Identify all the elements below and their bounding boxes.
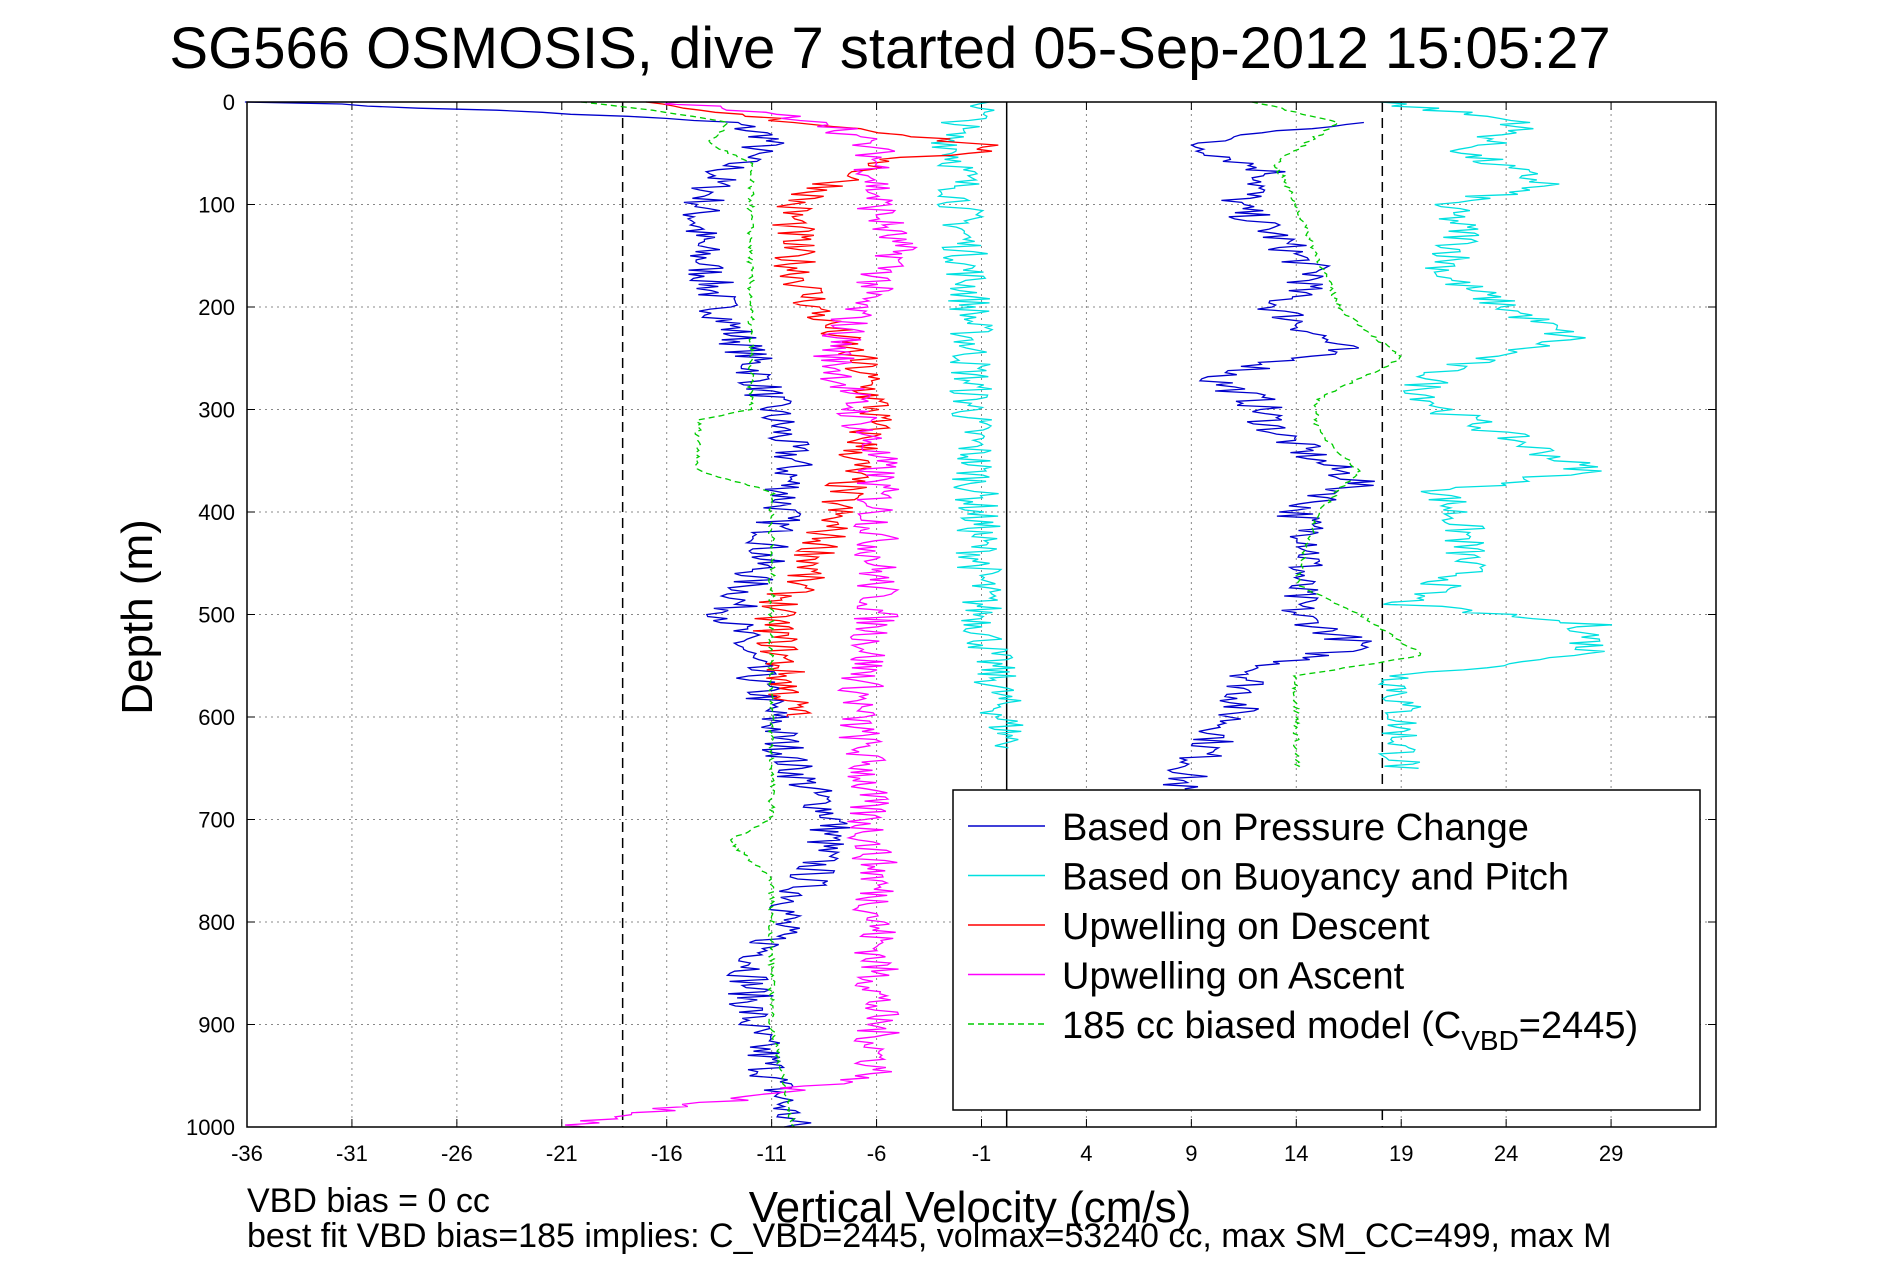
legend-label-subscript: VBD <box>1461 1025 1519 1056</box>
x-axis-label: Vertical Velocity (cm/s) <box>749 1183 1192 1232</box>
plot-frame <box>246 101 1717 1128</box>
x-tick-label: 29 <box>1599 1141 1623 1166</box>
x-tick-label: -21 <box>546 1141 578 1166</box>
y-tick-label: 500 <box>198 603 235 628</box>
y-axis-label: Depth (m) <box>113 519 162 715</box>
legend-label-5: Upwelling on Ascent <box>1062 956 1405 998</box>
legend-label-text: Upwelling on Descent <box>1062 906 1430 948</box>
x-tick-label: -1 <box>972 1141 992 1166</box>
y-tick-label: 300 <box>198 398 235 423</box>
series-line-3 <box>1377 101 1613 769</box>
y-tick-label: 700 <box>198 808 235 833</box>
y-tick-label: 600 <box>198 705 235 730</box>
y-tick-labels: 0 100 200 300 400 500 600 700 800 900 1000 <box>186 90 235 1140</box>
legend-label-4: Upwelling on Descent <box>1062 906 1430 948</box>
x-tick-label: -6 <box>867 1141 887 1166</box>
y-tick-label: 800 <box>198 910 235 935</box>
legend-label-2: Based on Buoyancy and Pitch <box>1062 857 1569 899</box>
x-tick-label: 19 <box>1389 1141 1413 1166</box>
x-tick-labels: -36 -31 -26 -21 -16 -11 -6 -1 4 9 14 19 24 29 <box>231 1141 1623 1166</box>
legend-label-suffix: =2445) <box>1519 1005 1638 1047</box>
x-tick-label: -11 <box>757 1141 787 1166</box>
x-tick-label: 4 <box>1080 1141 1092 1166</box>
legend-label-text: Based on Pressure Change <box>1062 807 1529 849</box>
x-tick-label: -31 <box>336 1141 368 1166</box>
series-line-5 <box>564 101 919 1128</box>
x-tick-label: 24 <box>1494 1141 1518 1166</box>
x-tick-label: 9 <box>1185 1141 1197 1166</box>
x-tick-label: -16 <box>651 1141 683 1166</box>
y-tick-label: 400 <box>198 500 235 525</box>
x-tick-label: -26 <box>441 1141 473 1166</box>
series-lines <box>244 101 1613 1128</box>
chart-title: SG566 OSMOSIS, dive 7 started 05-Sep-201… <box>169 16 1610 81</box>
series-line-1 <box>1155 121 1375 800</box>
legend-box <box>952 789 1701 1111</box>
y-tick-label: 100 <box>198 193 235 218</box>
series-line-4 <box>645 101 999 718</box>
series-line-6 <box>580 101 796 1128</box>
legend-label-text: Upwelling on Ascent <box>1062 956 1405 998</box>
series-line-0 <box>244 101 851 1128</box>
x-tick-label: 14 <box>1284 1141 1308 1166</box>
legend-label-text: Based on Buoyancy and Pitch <box>1062 857 1569 899</box>
legend: Based on Pressure Change Based on Buoyanc… <box>952 789 1701 1111</box>
footer-bias-text: VBD bias = 0 cc <box>247 1182 490 1220</box>
legend-label-0: Based on Pressure Change <box>1062 807 1529 849</box>
y-tick-label: 1000 <box>186 1115 235 1140</box>
y-tick-label: 200 <box>198 295 235 320</box>
footer-fit-text: best fit VBD bias=185 implies: C_VBD=244… <box>247 1217 1611 1255</box>
y-tick-label: 0 <box>223 90 235 115</box>
legend-label-6: 185 cc biased model (CVBD=2445) <box>1062 1005 1638 1056</box>
x-tick-label: -36 <box>231 1141 263 1166</box>
y-tick-label: 900 <box>198 1013 235 1038</box>
legend-label-text: 185 cc biased model (C <box>1062 1005 1461 1047</box>
series-line-7 <box>1251 101 1422 769</box>
series-line-2 <box>931 101 1024 749</box>
